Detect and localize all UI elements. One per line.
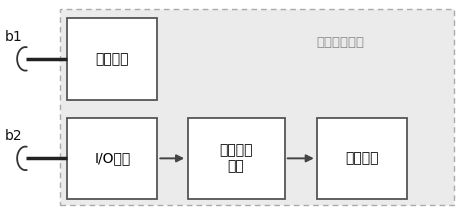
Text: 通讯模块: 通讯模块 — [345, 151, 379, 165]
Text: 状态监测底座: 状态监测底座 — [316, 36, 364, 49]
Bar — [60, 9, 454, 205]
Bar — [188, 118, 285, 199]
Text: b2: b2 — [5, 129, 23, 143]
Bar — [317, 118, 407, 199]
Bar — [67, 18, 157, 100]
Text: 中央处理
模块: 中央处理 模块 — [219, 143, 253, 174]
Text: I/O模块: I/O模块 — [94, 151, 131, 165]
Text: 电源模块: 电源模块 — [95, 52, 129, 66]
Text: b1: b1 — [5, 30, 23, 44]
Bar — [67, 118, 157, 199]
